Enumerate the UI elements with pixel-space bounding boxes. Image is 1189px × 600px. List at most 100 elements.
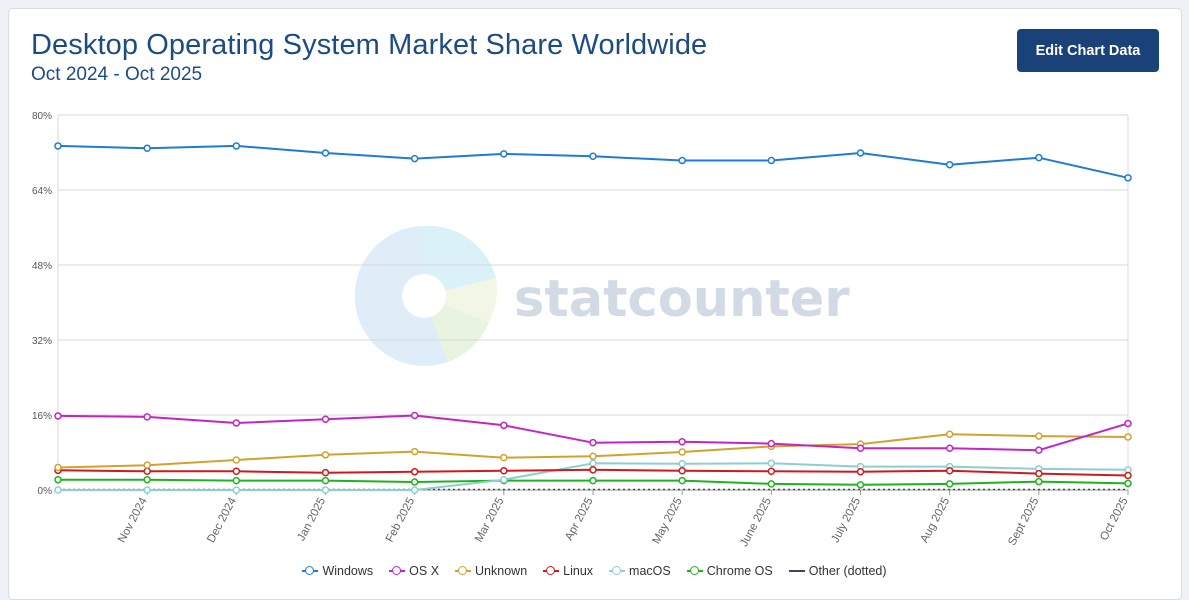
legend-item-linux[interactable]: Linux (543, 564, 593, 578)
data-point-chrome-os[interactable] (678, 476, 686, 485)
data-point-windows[interactable] (232, 142, 241, 150)
line-chart: statcounter 0% 16% 32% 48% 64% 80% Nov 2024 De… (32, 111, 1132, 549)
legend-marker-icon (686, 566, 703, 576)
data-point-linux[interactable] (678, 467, 686, 475)
data-point-os-x[interactable] (143, 413, 151, 421)
data-point-linux[interactable] (410, 467, 419, 476)
legend-marker-icon (788, 566, 805, 576)
data-point-macos[interactable] (410, 486, 419, 494)
data-point-linux[interactable] (1124, 471, 1132, 480)
data-point-os-x[interactable] (232, 419, 241, 427)
data-point-os-x[interactable] (54, 412, 62, 420)
legend-marker-icon (302, 566, 319, 576)
data-point-unknown[interactable] (232, 456, 241, 464)
data-point-os-x[interactable] (945, 444, 954, 453)
data-point-linux[interactable] (589, 466, 597, 474)
data-point-chrome-os[interactable] (856, 481, 865, 489)
data-point-windows[interactable] (321, 149, 330, 157)
data-point-chrome-os[interactable] (232, 476, 241, 485)
legend-marker-icon (389, 566, 406, 576)
data-point-os-x[interactable] (767, 439, 776, 448)
data-point-windows[interactable] (143, 144, 151, 153)
data-point-chrome-os[interactable] (54, 475, 62, 484)
data-point-unknown[interactable] (589, 452, 597, 460)
data-point-windows[interactable] (410, 154, 419, 163)
legend-item-chrome-os[interactable]: Chrome OS (686, 564, 773, 578)
legend-item-windows[interactable]: Windows (302, 564, 373, 578)
data-point-os-x[interactable] (321, 415, 330, 423)
y-tick-label: 80% (32, 111, 52, 122)
data-point-windows[interactable] (1035, 153, 1043, 162)
data-point-linux[interactable] (321, 468, 330, 477)
data-point-chrome-os[interactable] (589, 476, 597, 485)
data-point-windows[interactable] (678, 156, 686, 165)
edit-chart-data-button[interactable]: Edit Chart Data (1017, 29, 1159, 72)
data-point-macos[interactable] (589, 459, 597, 468)
y-tick-label: 64% (32, 186, 52, 197)
data-point-chrome-os[interactable] (321, 476, 330, 485)
data-point-unknown[interactable] (500, 453, 508, 462)
data-point-linux[interactable] (500, 467, 508, 475)
data-point-unknown[interactable] (1124, 433, 1132, 441)
data-point-unknown[interactable] (678, 448, 686, 456)
data-point-macos[interactable] (678, 460, 686, 468)
data-point-windows[interactable] (54, 142, 62, 150)
x-tick-label: Dec 2024 (205, 495, 239, 545)
data-point-linux[interactable] (143, 467, 151, 475)
data-point-macos[interactable] (500, 475, 508, 484)
legend-marker-icon (455, 566, 472, 576)
data-point-linux[interactable] (232, 467, 241, 475)
data-point-macos[interactable] (232, 486, 241, 494)
data-point-windows[interactable] (1124, 174, 1132, 182)
x-tick-label: July 2025 (829, 496, 863, 545)
x-tick-label: May 2025 (651, 496, 685, 546)
data-point-chrome-os[interactable] (1124, 479, 1132, 488)
data-point-macos[interactable] (143, 486, 151, 494)
x-tick-label: Jan 2025 (295, 496, 328, 543)
legend-item-other-dotted[interactable]: Other (dotted) (788, 564, 887, 578)
data-point-macos[interactable] (54, 486, 62, 494)
chart-card: Desktop Operating System Market Share Wo… (8, 8, 1182, 600)
data-point-chrome-os[interactable] (1035, 477, 1043, 486)
data-point-unknown[interactable] (1035, 432, 1043, 440)
data-point-unknown[interactable] (54, 463, 62, 472)
legend-marker-icon (543, 566, 560, 576)
chart-subtitle: Oct 2024 - Oct 2025 (31, 64, 203, 85)
data-point-macos[interactable] (321, 486, 330, 494)
data-point-chrome-os[interactable] (945, 480, 954, 488)
y-tick-label: 0% (38, 486, 53, 497)
data-point-linux[interactable] (767, 467, 776, 475)
y-tick-label: 48% (32, 261, 52, 272)
data-point-os-x[interactable] (500, 421, 508, 430)
legend-item-os-x[interactable]: OS X (389, 564, 439, 578)
data-point-windows[interactable] (500, 150, 508, 158)
legend-label: Chrome OS (706, 564, 773, 578)
data-point-windows[interactable] (945, 160, 954, 169)
data-point-os-x[interactable] (410, 411, 419, 420)
data-point-unknown[interactable] (143, 461, 151, 469)
data-point-windows[interactable] (589, 152, 597, 160)
data-point-os-x[interactable] (1035, 446, 1043, 454)
data-point-unknown[interactable] (410, 447, 419, 456)
data-point-os-x[interactable] (678, 437, 686, 446)
data-point-chrome-os[interactable] (410, 478, 419, 486)
data-point-linux[interactable] (945, 467, 954, 475)
series-line-windows (57, 144, 1129, 179)
data-point-os-x[interactable] (589, 438, 597, 447)
data-point-unknown[interactable] (321, 451, 330, 459)
data-point-macos[interactable] (767, 459, 776, 468)
data-point-windows[interactable] (856, 149, 865, 157)
legend-marker-icon (609, 566, 626, 576)
data-point-chrome-os[interactable] (143, 475, 151, 484)
legend-item-unknown[interactable]: Unknown (455, 564, 527, 578)
data-point-chrome-os[interactable] (767, 480, 776, 488)
legend-item-macos[interactable]: macOS (609, 564, 671, 578)
data-point-os-x[interactable] (856, 444, 865, 453)
data-point-os-x[interactable] (1124, 419, 1132, 428)
chart-legend: Windows OS X Unknown Linux macOS Chrome OS Oth… (0, 562, 1189, 580)
x-tick-label: June 2025 (738, 496, 774, 549)
data-point-linux[interactable] (856, 467, 865, 476)
data-point-windows[interactable] (767, 156, 776, 165)
data-point-unknown[interactable] (945, 430, 954, 438)
data-point-linux[interactable] (1035, 469, 1043, 478)
